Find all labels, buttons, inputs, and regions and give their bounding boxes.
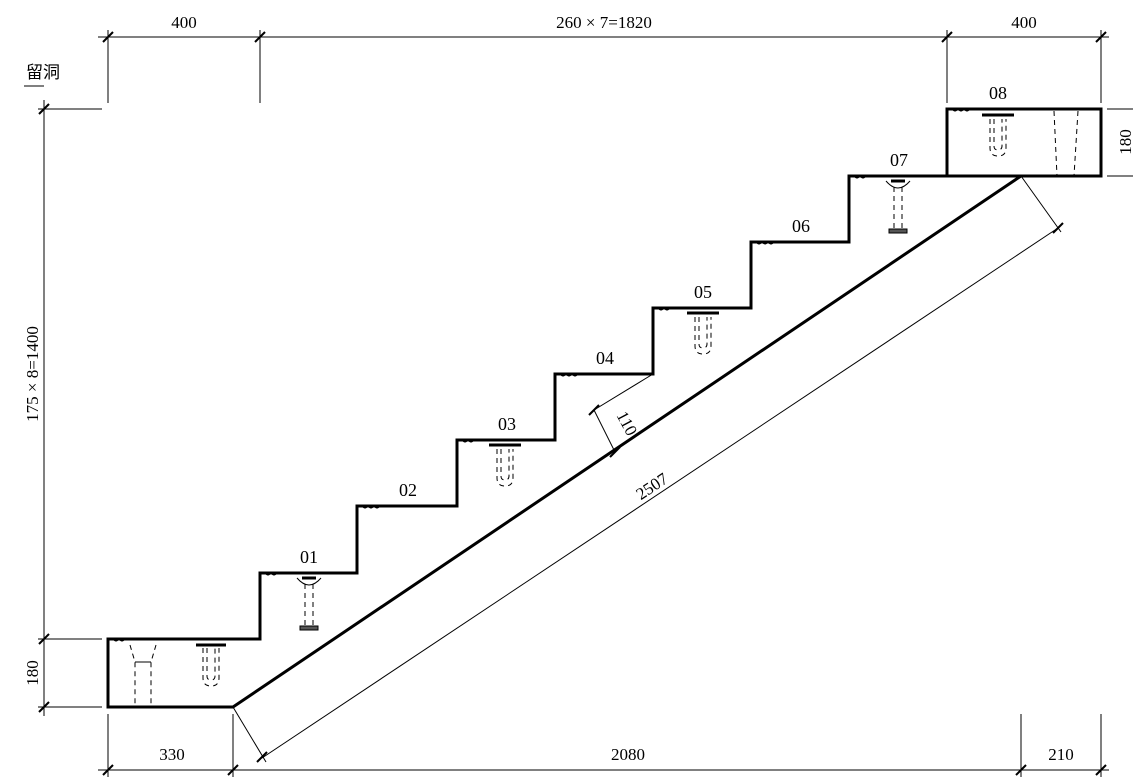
step-label-06: 06 <box>792 216 810 236</box>
dim-top-right: 400 <box>1011 13 1037 32</box>
slab-length-dimension <box>232 175 1064 763</box>
reserved-hole-upper <box>1053 110 1079 177</box>
right-dimension <box>1107 108 1133 177</box>
dim-top-left: 400 <box>171 13 197 32</box>
lifting-anchor-05 <box>687 311 719 355</box>
dim-bottom-right: 210 <box>1048 745 1074 764</box>
reserved-hole-lower <box>129 644 157 707</box>
dim-left-total: 175 × 8=1400 <box>23 326 42 422</box>
lifting-anchor-lower <box>196 643 226 687</box>
step-label-01: 01 <box>300 547 318 567</box>
top-dimension <box>98 30 1109 103</box>
corner-label: 留洞 <box>26 63 60 82</box>
bottom-dimension <box>98 714 1109 777</box>
dim-left-landing: 180 <box>23 660 42 686</box>
bolt-anchor-01 <box>296 576 322 631</box>
stair-outline <box>106 107 1103 709</box>
step-label-04: 04 <box>596 348 614 368</box>
step-label-03: 03 <box>498 414 516 434</box>
bolt-anchor-07 <box>885 179 911 234</box>
step-label-02: 02 <box>399 480 417 500</box>
step-label-05: 05 <box>694 282 712 302</box>
tread-texture <box>112 108 971 642</box>
dim-top-middle: 260 × 7=1820 <box>556 13 652 32</box>
slab-thickness-dimension <box>588 373 654 458</box>
step-label-08: 08 <box>989 83 1007 103</box>
dim-bottom-middle: 2080 <box>611 745 645 764</box>
step-label-07: 07 <box>890 150 908 170</box>
lifting-anchor-03 <box>489 443 521 487</box>
lifting-anchor-upper <box>982 113 1014 157</box>
dim-right-landing: 180 <box>1116 129 1133 155</box>
left-dimension <box>38 100 102 716</box>
dim-bottom-left: 330 <box>159 745 185 764</box>
